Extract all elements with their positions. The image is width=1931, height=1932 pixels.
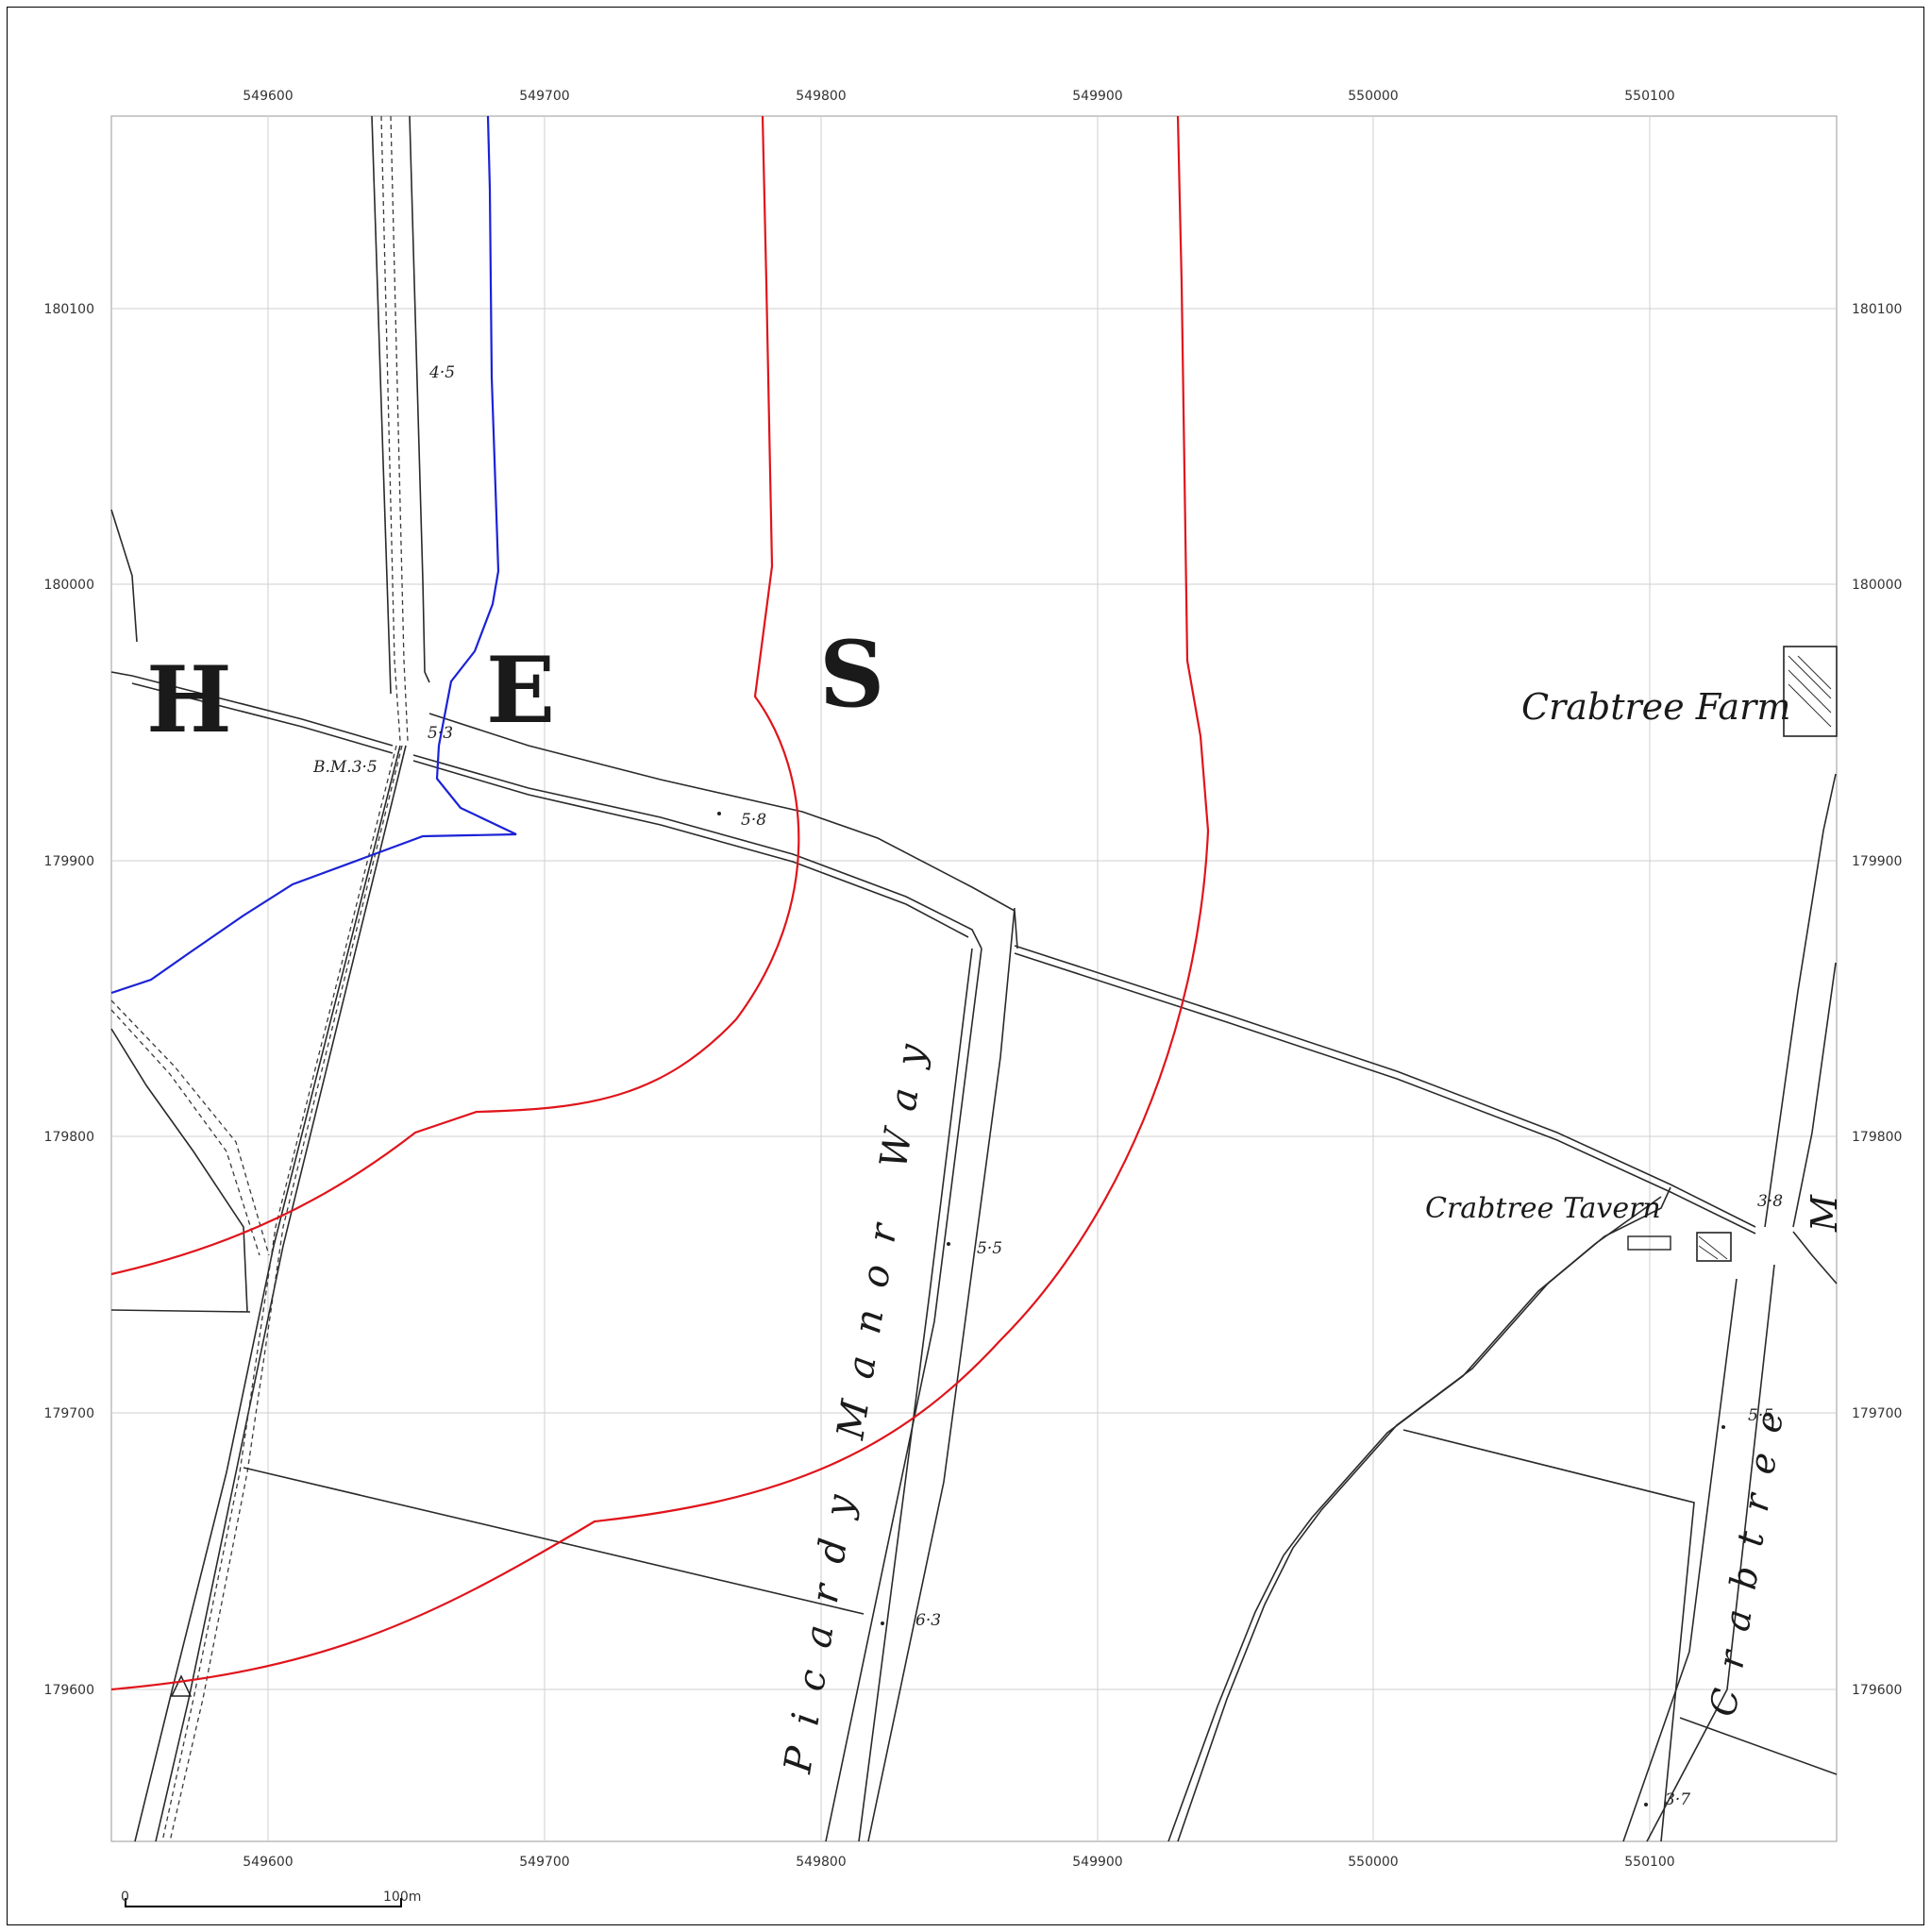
crabtree-road-east-edge-north: [1792, 962, 1837, 1228]
spot-height: 5·3: [428, 724, 453, 743]
crabtree-road-west-edge: [1622, 1278, 1738, 1842]
y-axis-right-labels: 180100 180000 179900 179800 179700 17960…: [1852, 302, 1902, 1698]
lane-west-edge: [371, 115, 392, 695]
road-east-north-edge: [1014, 945, 1756, 1228]
field-boundary-se: [1679, 1717, 1838, 1775]
coordinate-grid: [111, 116, 1837, 1841]
field-boundary-east: [1402, 1429, 1695, 1842]
x-tick-bottom: 550000: [1348, 1855, 1398, 1870]
crabtree-tavern-building: [1627, 1232, 1732, 1262]
y-axis-left-labels: 180100 180000 179900 179800 179700 17960…: [44, 302, 94, 1698]
west-footpath-2: [110, 1009, 260, 1256]
y-tick-left: 179900: [44, 854, 94, 869]
x-tick-bottom: 549700: [519, 1855, 569, 1870]
sw-road-west-edge: [134, 745, 401, 1842]
y-tick-left: 180000: [44, 578, 94, 593]
x-tick-bottom: 549600: [243, 1855, 293, 1870]
road-west-south-edge: [131, 682, 394, 754]
x-tick-bottom: 550100: [1624, 1855, 1674, 1870]
lane-east-edge: [409, 115, 430, 683]
spot-height: 3·8: [1757, 1192, 1783, 1211]
x-tick-top: 549800: [796, 89, 846, 104]
letter-e: E: [486, 637, 555, 744]
crabtree-farm-label: Crabtree Farm: [1521, 686, 1790, 728]
crabtree-farm-building: [1783, 646, 1838, 737]
x-tick-top: 549900: [1072, 89, 1122, 104]
y-tick-left: 179600: [44, 1683, 94, 1698]
field-boundary-w: [110, 1028, 248, 1313]
red-boundary-lines: [110, 115, 1210, 1691]
y-tick-right: 179600: [1852, 1683, 1902, 1698]
spot-height: 5·8: [741, 811, 766, 830]
spot-height: 6·3: [915, 1611, 941, 1630]
scale-bar-end-label: 100m: [383, 1890, 421, 1905]
blue-boundary-line: [110, 115, 517, 995]
spot-height: 4·5: [428, 363, 455, 382]
benchmark-label: B.M.3·5: [312, 758, 378, 777]
picardy-manor-way-east-edge: [858, 948, 973, 1842]
sw-road-east-edge: [155, 745, 407, 1842]
red-boundary-outer: [110, 115, 1210, 1691]
y-tick-right: 179700: [1852, 1406, 1902, 1421]
road-main-south-edge: [412, 754, 982, 949]
spot-height: 3·7: [1665, 1790, 1690, 1809]
crabtree-road-east-edge: [1646, 1264, 1775, 1842]
blue-boundary: [110, 115, 517, 995]
map-frame: [7, 7, 1924, 1925]
map-area-border: [110, 115, 1838, 1842]
footpath-north-1: [380, 115, 401, 742]
road-west-north-edge: [110, 671, 394, 747]
crabtree-road-west-edge-north: [1764, 773, 1837, 1228]
sw-footpath-2: [161, 745, 397, 1842]
footpath-north-2: [390, 115, 409, 742]
west-footpath-1: [110, 1000, 270, 1256]
y-tick-left: 180100: [44, 302, 94, 317]
sw-footpath-1: [169, 745, 403, 1842]
spot-height: 5·5: [1748, 1406, 1773, 1425]
y-tick-right: 180000: [1852, 578, 1902, 593]
field-boundary-south: [243, 1467, 865, 1615]
picardy-manor-way-west-edge: [825, 948, 982, 1842]
y-tick-left: 179700: [44, 1406, 94, 1421]
picardy-manor-way-label: Picardy Manor Way: [776, 1019, 937, 1777]
x-tick-top: 549700: [519, 89, 569, 104]
road-east-south-edge: [1014, 952, 1756, 1235]
crabtree-tavern-label: Crabtree Tavern: [1425, 1192, 1661, 1225]
field-boundary-nw: [110, 509, 138, 643]
historic-map-linework: [110, 115, 1838, 1842]
spot-height-markers: [717, 812, 1725, 1806]
road-main-north-edge: [428, 713, 1018, 949]
x-tick-top: 549600: [243, 89, 293, 104]
x-tick-bottom: 549900: [1072, 1855, 1122, 1870]
x-tick-top: 550000: [1348, 89, 1398, 104]
picardy-manor-way-west-edge-outer: [867, 907, 1016, 1842]
x-axis-bottom-labels: 549600 549700 549800 549900 550000 55010…: [243, 1855, 1674, 1870]
tavern-lane-north-edge: [1177, 1186, 1671, 1842]
scale-bar: 0 100m: [121, 1890, 421, 1907]
x-axis-top-labels: 549600 549700 549800 549900 550000 55010…: [243, 89, 1674, 104]
spot-height: 5·5: [977, 1239, 1002, 1258]
red-boundary-inner: [110, 115, 800, 1276]
letter-s: S: [819, 621, 884, 728]
x-tick-top: 550100: [1624, 89, 1674, 104]
y-tick-right: 179800: [1852, 1130, 1902, 1145]
scale-bar-start-label: 0: [121, 1890, 129, 1905]
y-tick-right: 180100: [1852, 302, 1902, 317]
x-tick-bottom: 549800: [796, 1855, 846, 1870]
road-main-inner: [412, 760, 969, 938]
triangulation-marker: [170, 1674, 193, 1697]
junction-curve: [1792, 1231, 1838, 1285]
y-tick-right: 179900: [1852, 854, 1902, 869]
road-edge-letter: M: [1804, 1194, 1845, 1233]
tavern-lane-south-edge: [1167, 1196, 1662, 1842]
y-tick-left: 179800: [44, 1130, 94, 1145]
field-boundary-w2: [110, 1309, 251, 1313]
letter-h: H: [146, 647, 232, 753]
